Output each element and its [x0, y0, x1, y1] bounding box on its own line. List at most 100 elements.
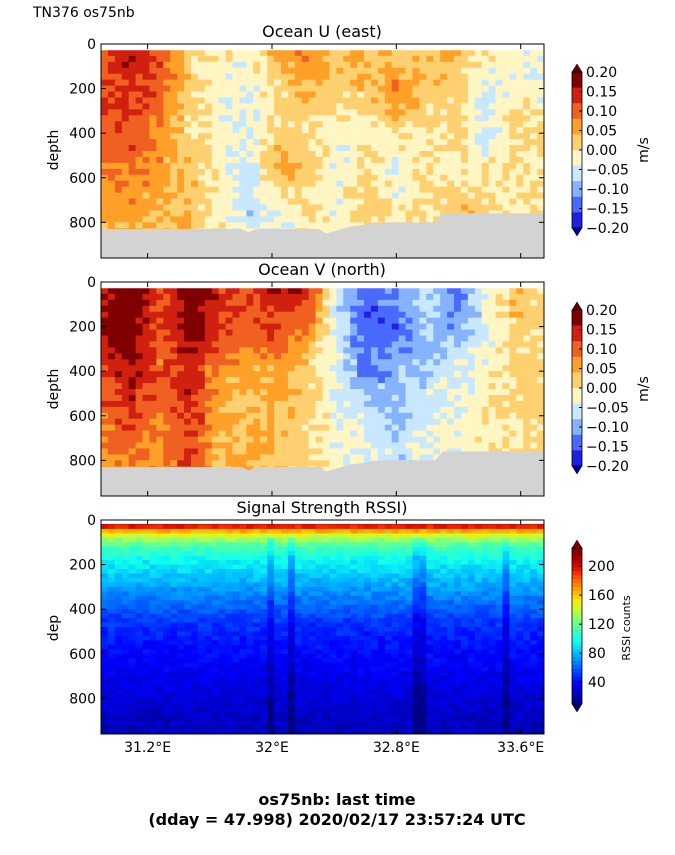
- velocity-cell: [509, 168, 517, 176]
- velocity-cell: [481, 418, 490, 426]
- velocity-cell: [218, 151, 227, 158]
- velocity-cell: [488, 133, 497, 140]
- velocity-cell: [481, 406, 490, 414]
- velocity-cell: [267, 79, 275, 87]
- velocity-cell: [218, 323, 227, 331]
- velocity-cell: [336, 430, 344, 438]
- velocity-cell: [495, 109, 504, 116]
- velocity-cell: [128, 85, 137, 93]
- velocity-cell: [502, 168, 510, 176]
- velocity-cell: [315, 412, 324, 420]
- velocity-cell: [135, 311, 144, 319]
- velocity-cell: [481, 311, 490, 319]
- velocity-cell: [184, 442, 192, 450]
- velocity-cell: [280, 412, 289, 420]
- velocity-cell: [315, 198, 324, 206]
- rssi-cell: [218, 524, 227, 530]
- velocity-cell: [197, 323, 206, 331]
- velocity-cell: [274, 133, 282, 140]
- velocity-cell: [516, 323, 524, 331]
- colorbar-tick-label: 0.20: [586, 303, 617, 319]
- velocity-cell: [350, 448, 358, 455]
- velocity-cell: [128, 55, 137, 63]
- velocity-cell: [412, 168, 421, 176]
- velocity-cell: [184, 436, 192, 444]
- velocity-cell: [246, 341, 254, 348]
- velocity-cell: [467, 192, 476, 200]
- velocity-cell: [433, 109, 441, 116]
- velocity-cell: [481, 323, 490, 331]
- velocity-cell: [398, 347, 407, 354]
- velocity-cell: [218, 412, 227, 420]
- velocity-cell: [301, 186, 310, 194]
- velocity-cell: [204, 317, 213, 325]
- velocity-cell: [280, 109, 289, 116]
- velocity-cell: [523, 168, 531, 176]
- panel-rssi: Signal Strength RSSI) dep 02004006008003…: [46, 498, 633, 756]
- velocity-cell: [329, 180, 337, 188]
- velocity-cell: [294, 394, 303, 402]
- velocity-cell: [135, 133, 144, 140]
- velocity-cell: [315, 377, 324, 384]
- velocity-cell: [343, 436, 351, 444]
- velocity-cell: [287, 329, 296, 337]
- velocity-cell: [107, 73, 116, 81]
- velocity-cell: [128, 67, 137, 75]
- velocity-cell: [474, 317, 483, 325]
- velocity-cell: [107, 204, 116, 212]
- velocity-cell: [170, 67, 178, 75]
- velocity-cell: [274, 359, 282, 366]
- velocity-cell: [384, 91, 393, 99]
- velocity-cell: [253, 180, 261, 188]
- velocity-cell: [426, 305, 434, 313]
- velocity-cell: [274, 192, 282, 200]
- velocity-cell: [107, 311, 116, 319]
- velocity-cell: [364, 442, 372, 450]
- velocity-cell: [287, 156, 296, 164]
- velocity-cell: [190, 103, 199, 110]
- velocity-cell: [460, 55, 469, 63]
- velocity-cell: [239, 353, 247, 360]
- velocity-cell: [384, 216, 393, 223]
- velocity-cell: [329, 216, 337, 223]
- velocity-cell: [184, 91, 192, 99]
- velocity-cell: [128, 460, 137, 467]
- rssi-cell: [405, 528, 414, 534]
- velocity-cell: [343, 329, 351, 337]
- velocity-cell: [267, 406, 275, 414]
- velocity-cell: [474, 377, 483, 384]
- velocity-cell: [246, 299, 254, 307]
- velocity-cell: [460, 61, 469, 69]
- velocity-cell: [350, 67, 358, 75]
- velocity-cell: [357, 67, 365, 75]
- velocity-cell: [419, 73, 427, 81]
- velocity-cell: [184, 180, 192, 188]
- velocity-cell: [149, 73, 157, 81]
- velocity-cell: [280, 121, 289, 128]
- velocity-cell: [398, 103, 407, 110]
- velocity-cell: [440, 85, 448, 93]
- velocity-cell: [274, 222, 282, 229]
- velocity-cell: [142, 353, 151, 360]
- velocity-cell: [350, 210, 358, 217]
- velocity-cell: [232, 335, 241, 343]
- velocity-cell: [197, 377, 206, 384]
- rssi-cell: [280, 528, 289, 534]
- velocity-cell: [467, 180, 476, 188]
- velocity-cell: [440, 61, 448, 69]
- velocity-cell: [308, 216, 317, 223]
- velocity-cell: [101, 156, 109, 164]
- rssi-cell: [204, 528, 213, 534]
- velocity-cell: [211, 371, 220, 378]
- velocity-cell: [177, 139, 185, 146]
- velocity-cell: [495, 371, 504, 378]
- velocity-cell: [301, 79, 310, 87]
- velocity-cell: [253, 79, 261, 87]
- velocity-cell: [516, 436, 524, 444]
- velocity-cell: [294, 145, 303, 152]
- velocity-cell: [350, 442, 358, 450]
- velocity-cell: [267, 448, 275, 455]
- velocity-cell: [204, 198, 213, 206]
- velocity-cell: [149, 424, 157, 432]
- velocity-cell: [495, 174, 504, 182]
